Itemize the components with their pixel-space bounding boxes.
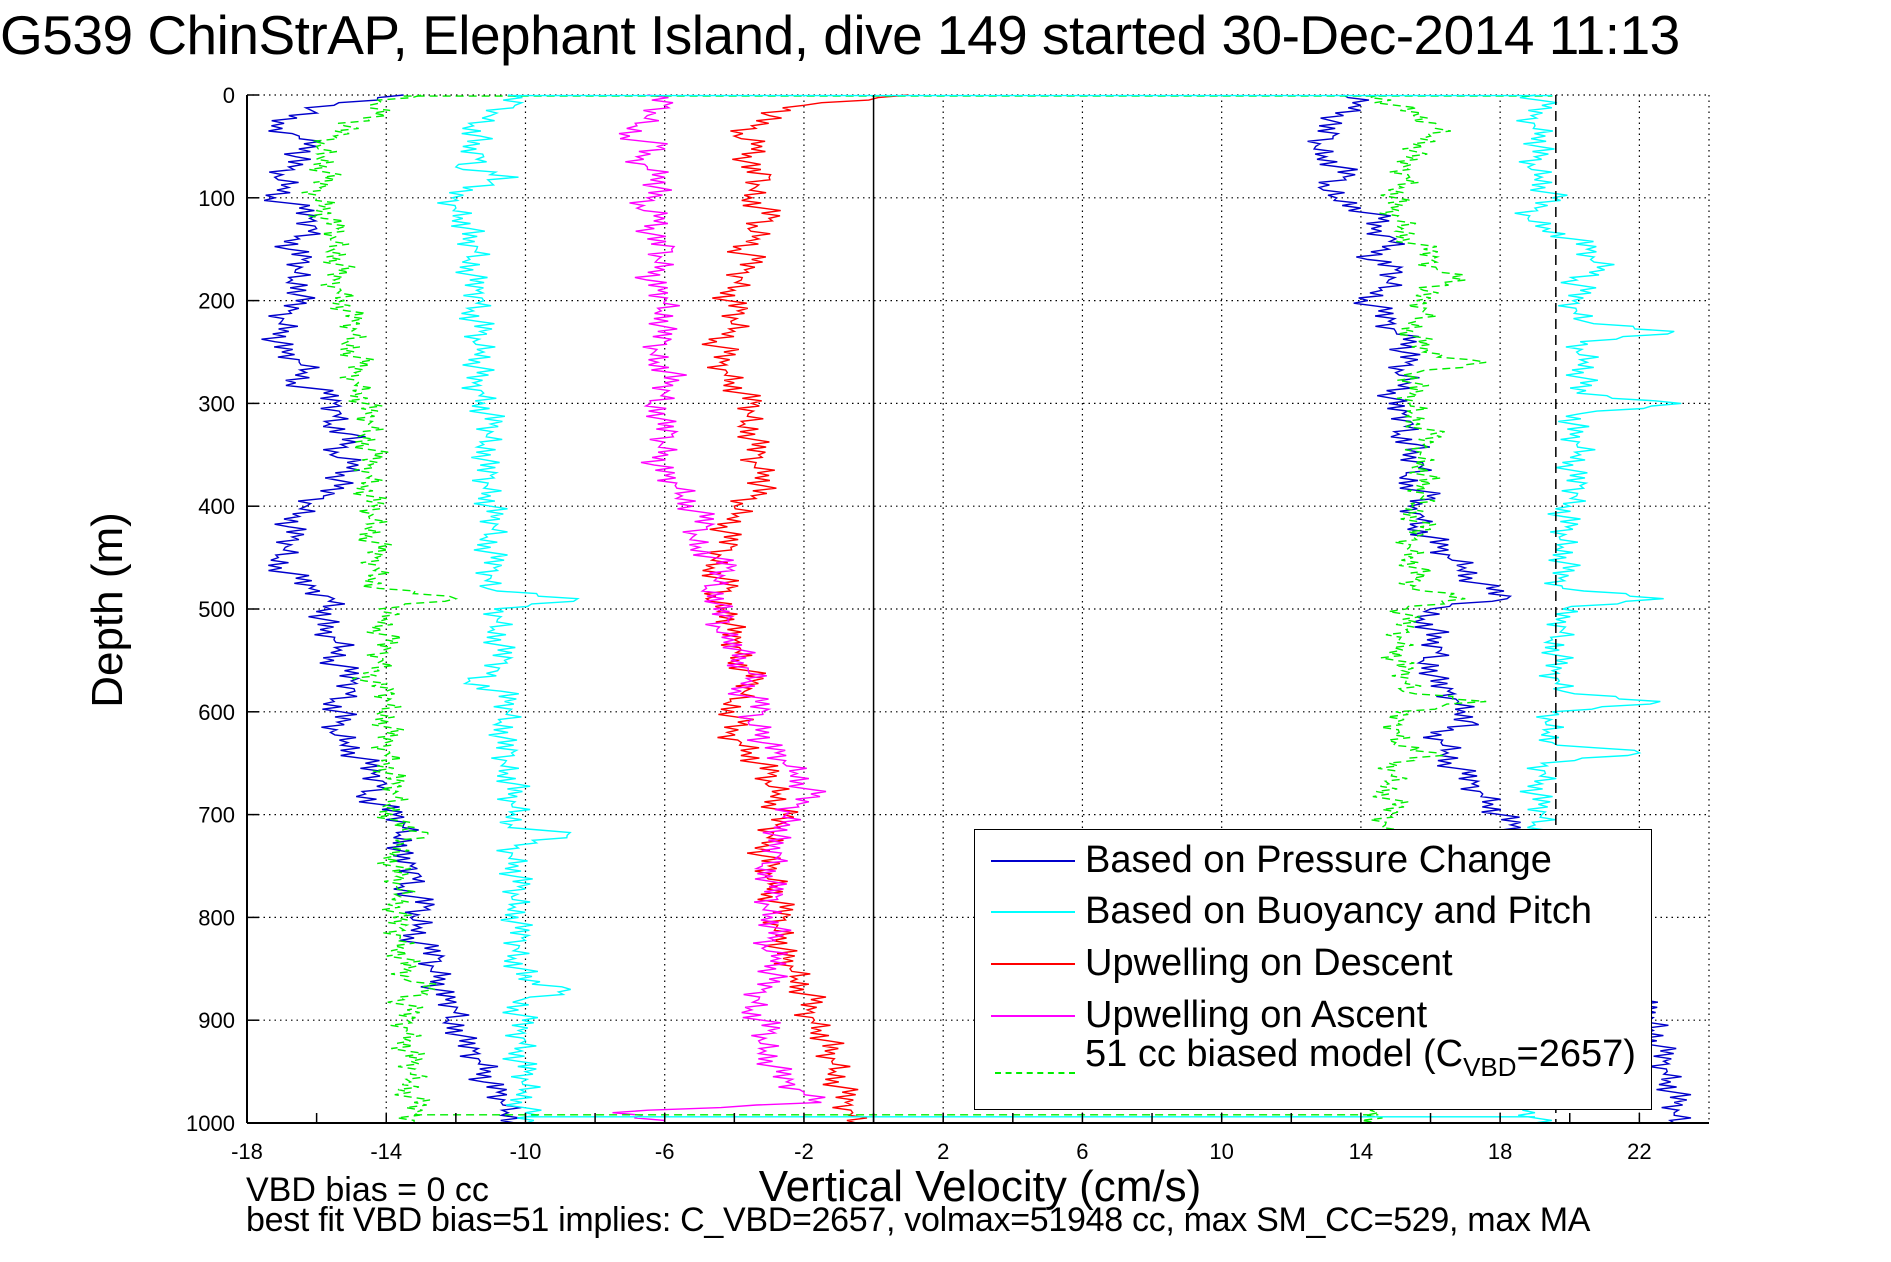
y-tick-label: 100 — [198, 186, 235, 211]
series-line — [1361, 94, 1487, 1124]
legend-swatch — [991, 963, 1075, 965]
x-tick-label: 10 — [1209, 1139, 1233, 1164]
series-51-cc-biased-model-ascent- — [1361, 94, 1487, 1124]
legend-swatch — [995, 1072, 1075, 1074]
y-tick-label: 900 — [198, 1008, 235, 1033]
legend-label: Based on Pressure Change — [1085, 839, 1552, 881]
legend-label: Upwelling on Ascent — [1085, 994, 1428, 1036]
x-tick-label: 14 — [1349, 1139, 1373, 1164]
y-tick-label: 700 — [198, 803, 235, 828]
legend-label: Based on Buoyancy and Pitch — [1085, 890, 1593, 932]
axes — [246, 94, 1709, 1124]
y-tick-label: 400 — [198, 494, 235, 519]
legend-label: 51 cc biased model (CVBD=2657) — [1085, 1034, 1636, 1087]
legend-swatch — [991, 911, 1075, 913]
y-tick-label: 300 — [198, 391, 235, 416]
series-buoyancy-and-pitch-descent- — [437, 94, 580, 1124]
vbd-bias-note: VBD bias = 0 cc — [246, 1171, 489, 1209]
x-tick-label: 6 — [1076, 1139, 1088, 1164]
y-tick-label: 1000 — [186, 1111, 235, 1136]
legend: Based on Pressure Change Based on Buoyan… — [974, 829, 1652, 1110]
chart-title: G539 ChinStrAP, Elephant Island, dive 14… — [0, 4, 1680, 66]
y-tick-label: 800 — [198, 905, 235, 930]
x-tick-label: 2 — [937, 1139, 949, 1164]
series-line — [437, 94, 580, 1124]
y-tick-labels: 0 100 200 300 400 500 600 700 800 900 1000 — [186, 83, 235, 1136]
x-tick-label: -2 — [794, 1139, 814, 1164]
legend-item-biased-model: 51 cc biased model (CVBD=2657) — [975, 1034, 1651, 1082]
legend-swatch — [991, 1015, 1075, 1017]
legend-label: Upwelling on Descent — [1085, 942, 1453, 984]
legend-swatch — [991, 860, 1075, 862]
x-tick-label: -18 — [231, 1139, 263, 1164]
x-tick-labels: -18 -14 -10 -6 -2 2 6 10 14 18 22 — [231, 1139, 1652, 1164]
x-tick-label: -10 — [510, 1139, 542, 1164]
best-fit-note: best fit VBD bias=51 implies: C_VBD=2657… — [246, 1201, 1591, 1239]
x-axis-label: Vertical Velocity (cm/s) — [758, 1162, 1202, 1211]
y-tick-label: 0 — [223, 83, 235, 108]
y-axis-label: Depth (m) — [83, 512, 132, 708]
legend-label-main: 51 cc biased model (C — [1085, 1033, 1464, 1075]
series-line — [612, 94, 827, 1124]
legend-item-upwelling-descent: Upwelling on Descent — [975, 943, 1651, 983]
x-tick-label: -6 — [655, 1139, 675, 1164]
series-upwelling-on-descent — [701, 94, 909, 1124]
series-upwelling-on-ascent — [612, 94, 827, 1124]
series-51-cc-biased-model-descent- — [301, 94, 459, 1123]
x-tick-label: 18 — [1488, 1139, 1512, 1164]
x-tick-label: 22 — [1627, 1139, 1651, 1164]
legend-item-upwelling-ascent: Upwelling on Ascent — [975, 995, 1651, 1035]
series-pressure-change-descent- — [261, 94, 522, 1124]
y-tick-label: 500 — [198, 597, 235, 622]
y-tick-label: 200 — [198, 289, 235, 314]
series-line — [301, 94, 459, 1123]
y-tick-label: 600 — [198, 700, 235, 725]
series-line — [261, 94, 522, 1124]
series-line — [701, 94, 909, 1124]
legend-label-subscript: VBD — [1463, 1052, 1517, 1082]
legend-label-tail: =2657) — [1516, 1033, 1636, 1075]
legend-item-pressure-change: Based on Pressure Change — [975, 840, 1651, 880]
legend-item-buoyancy-pitch: Based on Buoyancy and Pitch — [975, 891, 1651, 931]
x-tick-label: -14 — [370, 1139, 402, 1164]
